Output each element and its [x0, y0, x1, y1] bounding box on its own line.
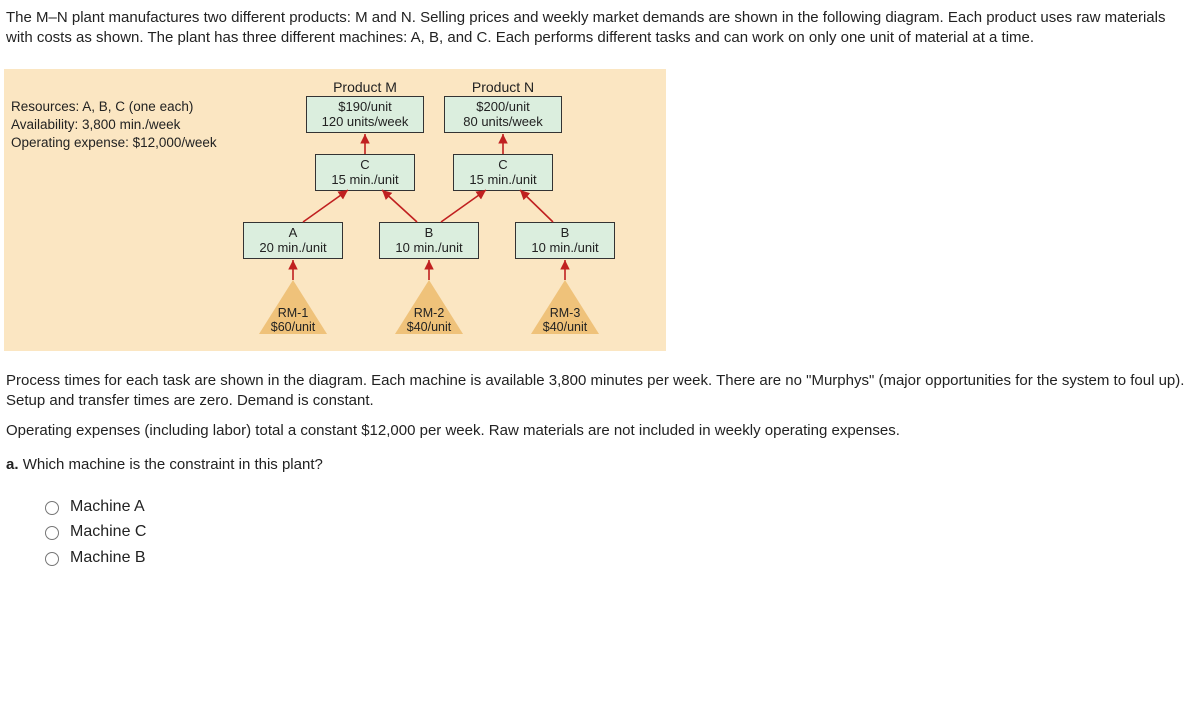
rm3-cost: $40/unit [531, 320, 599, 334]
op-c-m-label: C [320, 157, 410, 173]
product-n-price: $200/unit [449, 99, 557, 115]
product-m-box: $190/unit 120 units/week [306, 96, 424, 133]
product-n-demand: 80 units/week [449, 114, 557, 130]
option-machine-b[interactable]: Machine B [40, 547, 1196, 569]
op-b1-time: 10 min./unit [384, 240, 474, 256]
intro-text: The M–N plant manufactures two different… [6, 8, 1194, 49]
op-c-n-label: C [458, 157, 548, 173]
rm3-name: RM-3 [531, 306, 599, 320]
availability-line: Availability: 3,800 min./week [11, 116, 217, 134]
question-text: Which machine is the constraint in this … [23, 456, 323, 473]
radio-machine-a[interactable] [45, 501, 59, 515]
rm2-cost: $40/unit [395, 320, 463, 334]
op-a-label: A [248, 225, 338, 241]
op-b2-box: B 10 min./unit [515, 222, 615, 259]
op-c-m-box: C 15 min./unit [315, 154, 415, 191]
op-a-time: 20 min./unit [248, 240, 338, 256]
op-b1-box: B 10 min./unit [379, 222, 479, 259]
option-a-label: Machine A [70, 496, 145, 518]
resources-box: Resources: A, B, C (one each) Availabili… [11, 98, 217, 153]
question-label: a. [6, 456, 19, 473]
product-m-demand: 120 units/week [311, 114, 419, 130]
product-m-price: $190/unit [311, 99, 419, 115]
op-b2-label: B [520, 225, 610, 241]
radio-machine-c[interactable] [45, 526, 59, 540]
op-c-n-time: 15 min./unit [458, 172, 548, 188]
op-b1-label: B [384, 225, 474, 241]
answer-options: Machine A Machine C Machine B [40, 496, 1196, 569]
rm2-name: RM-2 [395, 306, 463, 320]
option-machine-a[interactable]: Machine A [40, 496, 1196, 518]
rm1-name: RM-1 [259, 306, 327, 320]
op-a-box: A 20 min./unit [243, 222, 343, 259]
op-c-n-box: C 15 min./unit [453, 154, 553, 191]
question-a: a. Which machine is the constraint in th… [6, 455, 1194, 475]
process-times-text: Process times for each task are shown in… [6, 371, 1194, 412]
option-c-label: Machine C [70, 521, 146, 543]
op-b2-time: 10 min./unit [520, 240, 610, 256]
option-b-label: Machine B [70, 547, 146, 569]
opex-text: Operating expenses (including labor) tot… [6, 421, 1194, 441]
resources-line: Resources: A, B, C (one each) [11, 98, 217, 116]
product-n-box: $200/unit 80 units/week [444, 96, 562, 133]
product-n-title: Product N [472, 78, 534, 97]
rm1-cost: $60/unit [259, 320, 327, 334]
rm1-label: RM-1 $60/unit [259, 306, 327, 335]
opex-line: Operating expense: $12,000/week [11, 134, 217, 152]
product-m-title: Product M [333, 78, 397, 97]
rm2-label: RM-2 $40/unit [395, 306, 463, 335]
op-c-m-time: 15 min./unit [320, 172, 410, 188]
process-diagram: Resources: A, B, C (one each) Availabili… [4, 69, 666, 351]
option-machine-c[interactable]: Machine C [40, 521, 1196, 543]
rm3-label: RM-3 $40/unit [531, 306, 599, 335]
radio-machine-b[interactable] [45, 552, 59, 566]
